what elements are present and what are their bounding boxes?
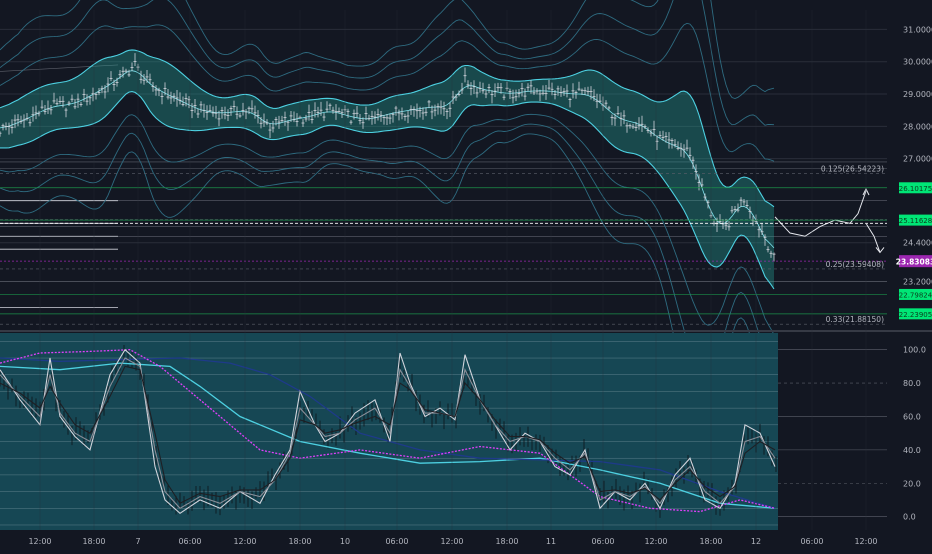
time-tick-label: 18:00 xyxy=(699,537,722,546)
time-tick-label: 06:00 xyxy=(178,537,201,546)
price-tick-label: 24.40000 xyxy=(903,239,932,248)
time-tick-label: 18:00 xyxy=(495,537,518,546)
envelope-inner-line xyxy=(0,91,775,290)
price-tick-label: 31.00000 xyxy=(903,25,932,34)
envelope-band-line xyxy=(0,0,775,99)
envelope-inner-fill xyxy=(0,49,774,289)
projection-arrow-down xyxy=(875,247,885,254)
oscillator-line xyxy=(0,365,776,505)
time-tick-label: 18:00 xyxy=(288,537,311,546)
oscillator-tick-label: 0.0 xyxy=(903,513,916,522)
time-tick-label: 12 xyxy=(751,537,761,546)
green-price-marker xyxy=(899,308,932,320)
fib-level-label: 0.33(21.88150) xyxy=(826,315,884,324)
green-price-marker-label: 22.23905 xyxy=(899,311,932,319)
time-tick-label: 12:00 xyxy=(854,537,877,546)
time-tick-label: 06:00 xyxy=(591,537,614,546)
fib-level-label: 0.125(26.54223) xyxy=(821,165,884,174)
oscillator-axis[interactable]: 100.0 80.0 60.0 40.0 20.0 0.0 xyxy=(903,346,926,522)
envelope-band-line xyxy=(0,22,775,162)
envelope-band-line xyxy=(0,133,775,433)
fib-level-label: 0.25(23.59408) xyxy=(826,260,884,269)
oscillator-tick-label: 100.0 xyxy=(903,346,926,355)
envelope-inner-line xyxy=(0,49,775,208)
oscillator-tick-label: 80.0 xyxy=(903,379,921,388)
oscillator-slow-line xyxy=(0,357,776,509)
time-tick-label: 10 xyxy=(340,537,350,546)
trend-line xyxy=(0,64,119,72)
price-panel: 0.125(26.54223) 0.25(23.59408) 0.33(21.881… xyxy=(0,0,932,433)
time-tick-label: 12:00 xyxy=(233,537,256,546)
time-tick-label: 12:00 xyxy=(644,537,667,546)
green-price-marker xyxy=(899,288,932,300)
green-price-marker xyxy=(899,214,932,226)
oscillator-tick-label: 40.0 xyxy=(903,446,921,455)
oscillator-slow-line xyxy=(0,349,776,513)
envelope-band-line xyxy=(0,123,775,378)
price-tick-label: 28.00000 xyxy=(903,122,932,131)
envelope-band-line xyxy=(0,113,775,335)
green-price-marker xyxy=(899,182,932,194)
time-tick-label: 11 xyxy=(546,537,556,546)
price-axis[interactable]: 31.00000 30.00000 29.00000 28.00000 27.00000… xyxy=(896,25,932,320)
green-price-marker-label: 25.11628 xyxy=(899,217,932,225)
oscillator-tick-label: 60.0 xyxy=(903,412,921,421)
time-tick-label: 12:00 xyxy=(440,537,463,546)
green-price-marker-label: 22.79824 xyxy=(899,291,932,299)
oscillator-tick-label: 20.0 xyxy=(903,479,921,488)
projection-path xyxy=(774,190,867,237)
oscillator-panel xyxy=(0,10,887,530)
time-tick-label: 06:00 xyxy=(385,537,408,546)
time-tick-label: 06:00 xyxy=(800,537,823,546)
price-tick-label: 23.20000 xyxy=(903,278,932,287)
envelope-band-line xyxy=(0,0,775,126)
time-tick-label: 12:00 xyxy=(28,537,51,546)
price-tick-label: 29.00000 xyxy=(903,90,932,99)
projection-path-down xyxy=(865,223,881,253)
time-tick-label: 18:00 xyxy=(82,537,105,546)
current-price-label: 23.83083 xyxy=(896,258,932,267)
time-axis[interactable]: 12:00 18:00 7 06:00 12:00 18:00 10 06:00 12:00 18… xyxy=(28,537,877,546)
current-price-marker xyxy=(899,255,932,268)
price-tick-label: 30.00000 xyxy=(903,58,932,67)
price-tick-label: 27.00000 xyxy=(903,155,932,164)
time-tick-label: 7 xyxy=(135,537,140,546)
green-price-marker-label: 26.10175 xyxy=(899,185,932,193)
